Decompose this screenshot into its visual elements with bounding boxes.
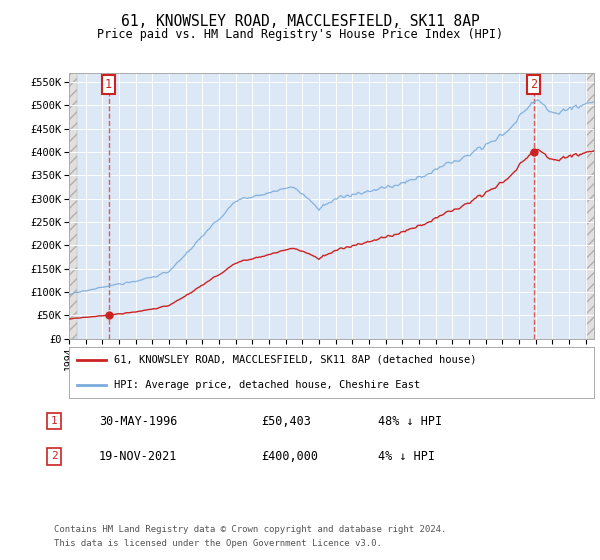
Text: 2: 2 <box>50 451 58 461</box>
Text: 1: 1 <box>105 78 112 91</box>
Text: 61, KNOWSLEY ROAD, MACCLESFIELD, SK11 8AP: 61, KNOWSLEY ROAD, MACCLESFIELD, SK11 8A… <box>121 14 479 29</box>
Text: 2: 2 <box>530 78 537 91</box>
Text: 4% ↓ HPI: 4% ↓ HPI <box>378 450 435 463</box>
Bar <box>586 73 600 339</box>
Text: £50,403: £50,403 <box>261 414 311 428</box>
Text: 48% ↓ HPI: 48% ↓ HPI <box>378 414 442 428</box>
Text: This data is licensed under the Open Government Licence v3.0.: This data is licensed under the Open Gov… <box>54 539 382 548</box>
Text: 61, KNOWSLEY ROAD, MACCLESFIELD, SK11 8AP (detached house): 61, KNOWSLEY ROAD, MACCLESFIELD, SK11 8A… <box>113 355 476 365</box>
Text: 30-MAY-1996: 30-MAY-1996 <box>99 414 178 428</box>
Bar <box>52 73 77 339</box>
Text: Contains HM Land Registry data © Crown copyright and database right 2024.: Contains HM Land Registry data © Crown c… <box>54 525 446 534</box>
Text: £400,000: £400,000 <box>261 450 318 463</box>
Text: 19-NOV-2021: 19-NOV-2021 <box>99 450 178 463</box>
Text: HPI: Average price, detached house, Cheshire East: HPI: Average price, detached house, Ches… <box>113 380 420 390</box>
Text: 1: 1 <box>50 416 58 426</box>
Text: Price paid vs. HM Land Registry's House Price Index (HPI): Price paid vs. HM Land Registry's House … <box>97 28 503 41</box>
